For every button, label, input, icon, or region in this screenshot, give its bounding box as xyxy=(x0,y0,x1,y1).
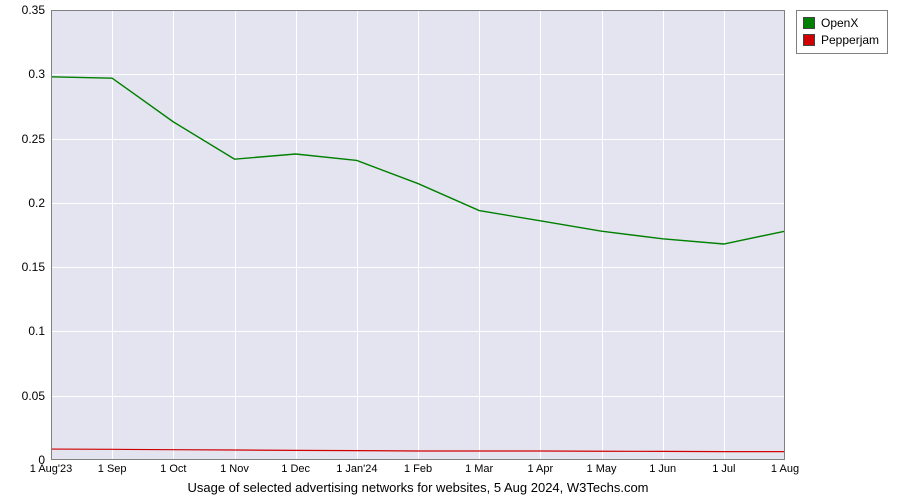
legend: OpenXPepperjam xyxy=(796,10,888,54)
chart-caption: Usage of selected advertising networks f… xyxy=(187,480,648,495)
x-tick-label: 1 Aug'23 xyxy=(30,463,72,475)
legend-item: Pepperjam xyxy=(803,32,879,49)
legend-label: OpenX xyxy=(821,15,858,32)
x-tick-label: 1 Dec xyxy=(281,463,310,475)
y-tick-label: 0.15 xyxy=(0,260,45,274)
x-tick-label: 1 Jun xyxy=(649,463,676,475)
y-tick-label: 0.05 xyxy=(0,389,45,403)
series-line-pepperjam xyxy=(51,449,785,452)
y-tick-label: 0.2 xyxy=(0,196,45,210)
y-tick-label: 0.3 xyxy=(0,67,45,81)
x-tick-label: 1 Feb xyxy=(404,463,432,475)
series-line-openx xyxy=(51,77,785,244)
x-tick-label: 1 Aug xyxy=(771,463,799,475)
x-tick-label: 1 Sep xyxy=(98,463,127,475)
plot-area xyxy=(51,10,785,460)
x-tick-label: 1 Jul xyxy=(712,463,735,475)
series-lines xyxy=(51,10,785,460)
chart-stage: 00.050.10.150.20.250.30.35 1 Aug'231 Sep… xyxy=(0,0,900,500)
x-tick-label: 1 Apr xyxy=(527,463,553,475)
legend-swatch xyxy=(803,17,815,29)
caption-text: Usage of selected advertising networks f… xyxy=(187,480,648,495)
legend-item: OpenX xyxy=(803,15,879,32)
legend-swatch xyxy=(803,34,815,46)
y-tick-label: 0.25 xyxy=(0,132,45,146)
x-tick-label: 1 May xyxy=(587,463,617,475)
y-tick-label: 0.35 xyxy=(0,3,45,17)
x-tick-label: 1 Mar xyxy=(465,463,493,475)
x-tick-label: 1 Jan'24 xyxy=(336,463,377,475)
legend-label: Pepperjam xyxy=(821,32,879,49)
x-tick-label: 1 Nov xyxy=(220,463,249,475)
x-tick-label: 1 Oct xyxy=(160,463,186,475)
y-tick-label: 0.1 xyxy=(0,324,45,338)
